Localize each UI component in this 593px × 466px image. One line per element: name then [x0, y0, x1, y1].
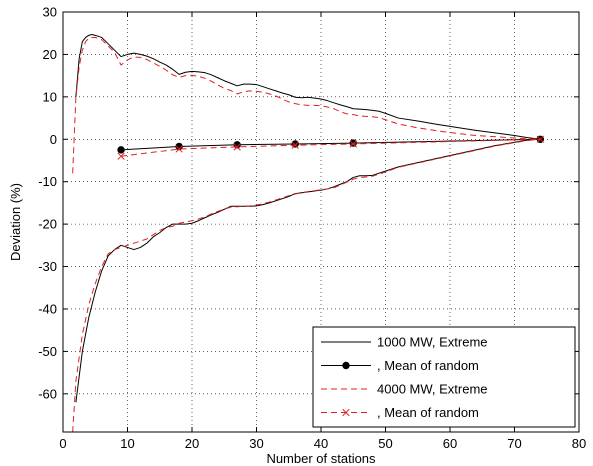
- y-tick-label: 0: [50, 132, 57, 147]
- legend-label: , Mean of random: [377, 405, 479, 420]
- series-layer: [72, 33, 544, 433]
- series-5: [117, 135, 544, 160]
- series-line: [75, 138, 541, 403]
- series-1: [75, 138, 541, 403]
- data-point: [233, 141, 241, 149]
- data-point: [117, 152, 125, 160]
- y-tick-label: -60: [38, 386, 57, 401]
- y-tick-label: 10: [43, 89, 57, 104]
- series-line: [72, 36, 541, 174]
- y-tick-label: -30: [38, 259, 57, 274]
- legend-marker: [342, 408, 350, 417]
- y-tick-label: -20: [38, 217, 57, 232]
- x-tick-label: 40: [314, 436, 328, 451]
- y-tick-label: -10: [38, 174, 57, 189]
- legend-label: , Mean of random: [377, 358, 479, 373]
- data-point: [349, 139, 357, 147]
- series-line: [72, 138, 541, 433]
- legend-marker: [342, 361, 350, 370]
- legend: 1000 MW, Extreme , Mean of random 4000 MW,…: [312, 326, 576, 428]
- x-tick-label: 20: [185, 436, 199, 451]
- x-tick-label: 0: [59, 436, 66, 451]
- series-line: [121, 138, 541, 151]
- x-tick-label: 80: [572, 436, 586, 451]
- x-tick-label: 10: [120, 436, 134, 451]
- series-0: [75, 33, 541, 140]
- series-line: [75, 33, 541, 140]
- data-point: [349, 140, 357, 148]
- legend-box: [312, 326, 576, 428]
- data-point: [117, 146, 125, 154]
- data-point: [291, 141, 299, 149]
- y-tick-label: 30: [43, 5, 57, 20]
- data-point: [175, 145, 183, 153]
- legend-label: 4000 MW, Extreme: [377, 382, 488, 397]
- y-tick-label: 20: [43, 47, 57, 62]
- axis-ticks: 0 10 20 30 40 50 60 70 80 -60 -50 -40 -30 -20 -10 0 10 20…: [38, 5, 586, 452]
- legend-label: 1000 MW, Extreme: [377, 335, 488, 350]
- series-4: [72, 138, 541, 433]
- y-tick-label: -50: [38, 344, 57, 359]
- x-tick-label: 70: [507, 436, 521, 451]
- series-3: [72, 36, 541, 174]
- x-tick-label: 50: [378, 436, 392, 451]
- data-point: [291, 140, 299, 148]
- x-axis-title: Number of stations: [266, 451, 376, 466]
- x-tick-label: 60: [443, 436, 457, 451]
- series-line: [120, 138, 541, 157]
- y-tick-label: -40: [38, 301, 57, 316]
- x-tick-label: 30: [249, 436, 263, 451]
- y-axis-title: Deviation (%): [8, 183, 23, 261]
- data-point: [233, 143, 241, 151]
- data-point: [536, 135, 544, 143]
